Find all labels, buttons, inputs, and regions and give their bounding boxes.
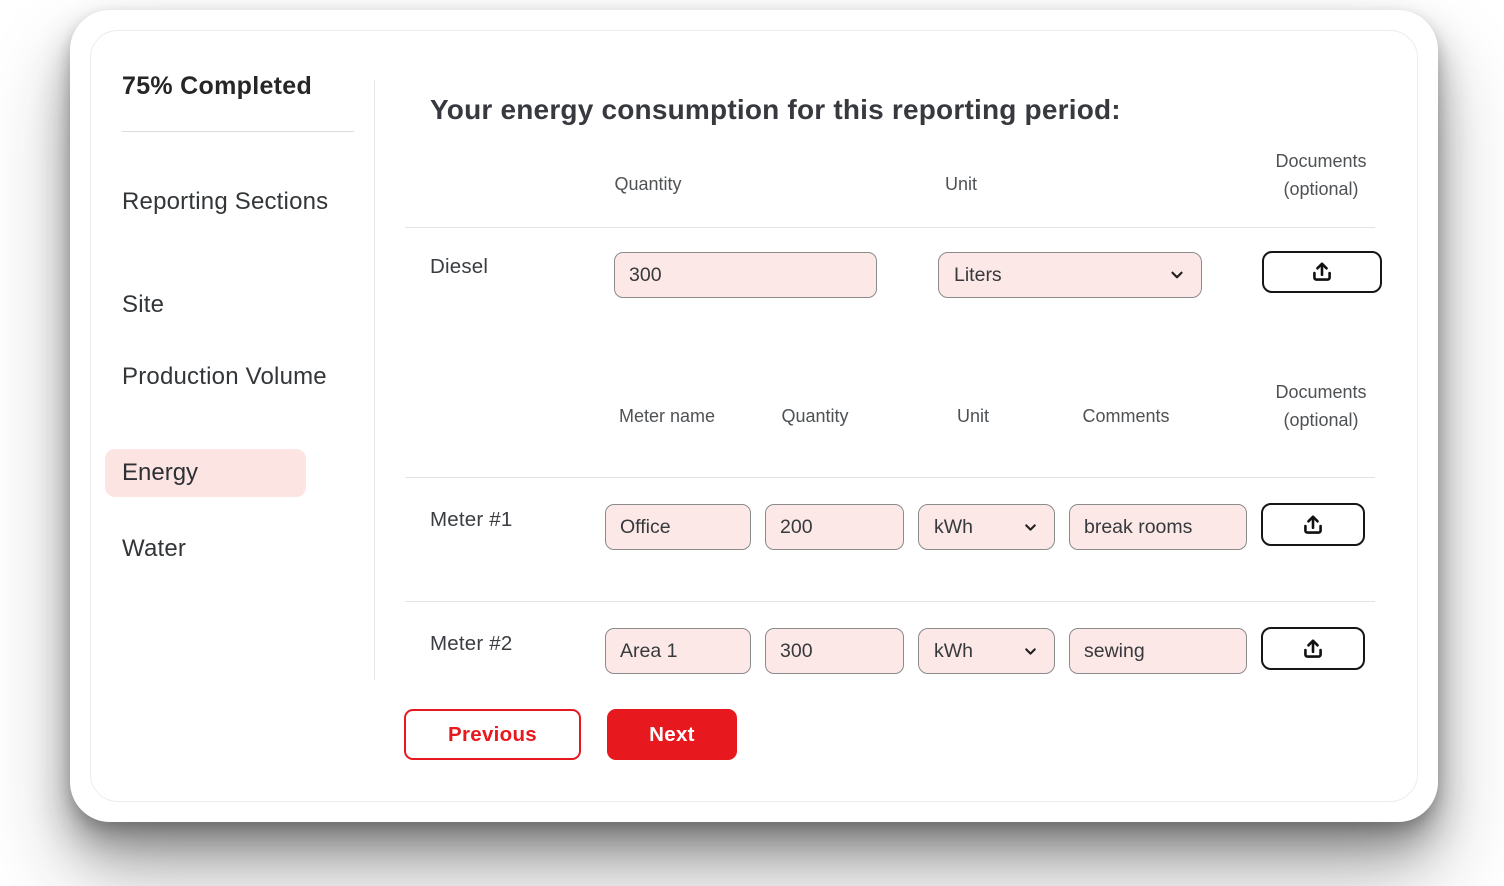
diesel-upload-button[interactable] bbox=[1262, 251, 1382, 293]
meter1-unit-select[interactable]: kWh bbox=[918, 504, 1055, 550]
progress-label: 75% Completed bbox=[122, 72, 313, 100]
page-title: Your energy consumption for this reporti… bbox=[430, 94, 1121, 125]
meter-header-quantity: Quantity bbox=[781, 406, 849, 426]
selected-unit: Liters bbox=[954, 263, 1002, 286]
meter2-comments-input[interactable] bbox=[1069, 628, 1247, 674]
meter-header-unit: Unit bbox=[956, 406, 990, 426]
form-card: 75% Completed Reporting Sections Site Pr… bbox=[70, 10, 1438, 822]
meter1-upload-button[interactable] bbox=[1261, 503, 1365, 546]
meter2-name-input[interactable] bbox=[605, 628, 751, 674]
upload-icon bbox=[1313, 262, 1331, 281]
chevron-down-icon bbox=[1171, 271, 1183, 279]
sidebar-item-water[interactable]: Water bbox=[122, 535, 187, 562]
row-label-meter-2: Meter #2 bbox=[430, 632, 513, 655]
fuel-header-documents: Documents (optional) bbox=[1275, 151, 1367, 199]
next-button[interactable]: Next bbox=[607, 709, 737, 760]
selected-unit: kWh bbox=[934, 639, 973, 662]
meter-header-name: Meter name bbox=[618, 406, 716, 426]
meter2-upload-button[interactable] bbox=[1261, 627, 1365, 670]
sidebar-divider bbox=[374, 80, 375, 680]
divider bbox=[405, 227, 1375, 228]
divider bbox=[405, 477, 1375, 478]
row-label-diesel: Diesel bbox=[430, 255, 489, 278]
meter-header-comments: Comments bbox=[1082, 406, 1170, 426]
meter2-quantity-input[interactable] bbox=[765, 628, 904, 674]
sidebar-item-label: Energy bbox=[122, 459, 199, 486]
diesel-quantity-input[interactable] bbox=[614, 252, 877, 298]
sidebar-item-energy[interactable]: Energy bbox=[105, 449, 306, 497]
sidebar-item-production-volume[interactable]: Production Volume bbox=[122, 363, 327, 390]
fuel-header-unit: Unit bbox=[944, 174, 978, 194]
selected-unit: kWh bbox=[934, 515, 973, 538]
fuel-header-quantity: Quantity bbox=[614, 174, 682, 194]
meter1-quantity-input[interactable] bbox=[765, 504, 904, 550]
upload-icon bbox=[1304, 638, 1322, 658]
meter2-unit-select[interactable]: kWh bbox=[918, 628, 1055, 674]
meter1-comments-input[interactable] bbox=[1069, 504, 1247, 550]
meter-header-documents: Documents (optional) bbox=[1275, 382, 1367, 430]
chevron-down-icon bbox=[1025, 523, 1036, 531]
previous-button[interactable]: Previous bbox=[404, 709, 581, 760]
upload-icon bbox=[1304, 514, 1322, 534]
progress-divider bbox=[122, 131, 354, 132]
sidebar-item-reporting-sections[interactable]: Reporting Sections bbox=[122, 188, 329, 215]
chevron-down-icon bbox=[1025, 647, 1036, 655]
divider bbox=[405, 601, 1375, 602]
card-border bbox=[90, 30, 1418, 802]
meter1-name-input[interactable] bbox=[605, 504, 751, 550]
diesel-unit-select[interactable]: Liters bbox=[938, 252, 1202, 298]
row-label-meter-1: Meter #1 bbox=[430, 508, 513, 531]
sidebar-item-site[interactable]: Site bbox=[122, 291, 165, 318]
